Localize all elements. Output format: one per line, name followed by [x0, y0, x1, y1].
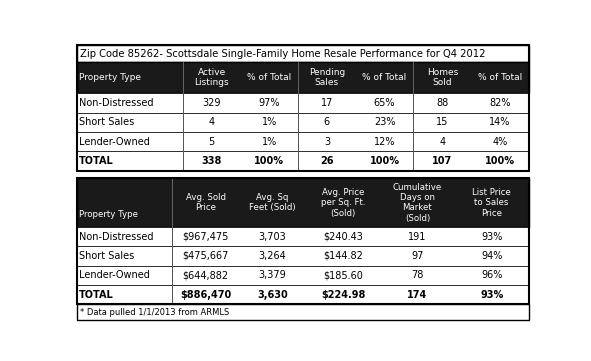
Bar: [77, 227, 529, 246]
Text: % of Total: % of Total: [362, 73, 407, 82]
Text: 191: 191: [408, 231, 427, 242]
Text: Avg. Price
per Sq. Ft.
(Sold): Avg. Price per Sq. Ft. (Sold): [321, 188, 365, 218]
Text: $886,470: $886,470: [180, 290, 231, 300]
Text: 96%: 96%: [481, 270, 502, 280]
Text: Zip Code 85262- Scottsdale Single-Family Home Resale Performance for Q4 2012: Zip Code 85262- Scottsdale Single-Family…: [80, 49, 486, 58]
Bar: [77, 171, 529, 178]
Text: $475,667: $475,667: [183, 251, 229, 261]
Bar: [77, 45, 529, 171]
Text: 12%: 12%: [374, 137, 395, 147]
Text: 4%: 4%: [492, 137, 508, 147]
Bar: [77, 304, 529, 320]
Text: Non-Distressed: Non-Distressed: [79, 231, 154, 242]
Text: $240.43: $240.43: [323, 231, 363, 242]
Text: 3,264: 3,264: [259, 251, 287, 261]
Bar: [77, 178, 529, 304]
Text: 3: 3: [324, 137, 330, 147]
Text: 4: 4: [439, 137, 446, 147]
Text: 1%: 1%: [262, 137, 277, 147]
Text: 5: 5: [209, 137, 215, 147]
Text: 65%: 65%: [374, 98, 395, 108]
Text: Lender-Owned: Lender-Owned: [79, 137, 150, 147]
Text: 78: 78: [411, 270, 424, 280]
Text: % of Total: % of Total: [478, 73, 522, 82]
Text: $185.60: $185.60: [323, 270, 363, 280]
Text: 4: 4: [209, 117, 215, 127]
Text: Short Sales: Short Sales: [79, 117, 135, 127]
Text: 3,630: 3,630: [257, 290, 288, 300]
Text: 97%: 97%: [258, 98, 280, 108]
Text: Cumulative
Days on
Market
(Sold): Cumulative Days on Market (Sold): [393, 183, 442, 223]
Text: 100%: 100%: [369, 156, 400, 166]
Text: 93%: 93%: [481, 231, 502, 242]
Text: 174: 174: [407, 290, 427, 300]
Bar: [77, 62, 529, 93]
Text: List Price
to Sales
Price: List Price to Sales Price: [472, 188, 511, 218]
Text: 94%: 94%: [481, 251, 502, 261]
Text: 93%: 93%: [480, 290, 504, 300]
Text: TOTAL: TOTAL: [79, 156, 114, 166]
Text: Lender-Owned: Lender-Owned: [79, 270, 150, 280]
Text: 329: 329: [202, 98, 221, 108]
Bar: [77, 132, 529, 151]
Bar: [77, 151, 529, 171]
Bar: [77, 178, 529, 227]
Bar: [77, 45, 529, 62]
Text: 88: 88: [436, 98, 449, 108]
Text: $967,475: $967,475: [183, 231, 229, 242]
Text: Non-Distressed: Non-Distressed: [79, 98, 154, 108]
Text: Homes
Sold: Homes Sold: [427, 68, 458, 87]
Text: * Data pulled 1/1/2013 from ARMLS: * Data pulled 1/1/2013 from ARMLS: [80, 308, 229, 317]
Text: 3,703: 3,703: [259, 231, 287, 242]
Text: 6: 6: [324, 117, 330, 127]
Text: 82%: 82%: [489, 98, 511, 108]
Text: 26: 26: [320, 156, 334, 166]
Text: TOTAL: TOTAL: [79, 290, 114, 300]
Text: Property Type: Property Type: [79, 73, 141, 82]
Text: Avg. Sq
Feet (Sold): Avg. Sq Feet (Sold): [249, 193, 296, 212]
Text: Short Sales: Short Sales: [79, 251, 135, 261]
Text: 338: 338: [202, 156, 222, 166]
Text: $644,882: $644,882: [183, 270, 229, 280]
Text: Avg. Sold
Price: Avg. Sold Price: [186, 193, 226, 212]
Text: 97: 97: [411, 251, 424, 261]
Bar: [77, 93, 529, 113]
Text: 17: 17: [321, 98, 333, 108]
Text: 14%: 14%: [489, 117, 511, 127]
Text: Property Type: Property Type: [79, 210, 138, 219]
Text: 3,379: 3,379: [259, 270, 287, 280]
Text: 1%: 1%: [262, 117, 277, 127]
Text: 15: 15: [436, 117, 449, 127]
Bar: [77, 285, 529, 304]
Text: 100%: 100%: [254, 156, 284, 166]
Text: 107: 107: [432, 156, 452, 166]
Text: $224.98: $224.98: [321, 290, 365, 300]
Text: $144.82: $144.82: [323, 251, 363, 261]
Text: % of Total: % of Total: [247, 73, 291, 82]
Bar: [77, 113, 529, 132]
Bar: [77, 246, 529, 266]
Text: 100%: 100%: [485, 156, 515, 166]
Text: Pending
Sales: Pending Sales: [309, 68, 345, 87]
Text: 23%: 23%: [374, 117, 395, 127]
Bar: [77, 266, 529, 285]
Text: Active
Listings: Active Listings: [194, 68, 229, 87]
